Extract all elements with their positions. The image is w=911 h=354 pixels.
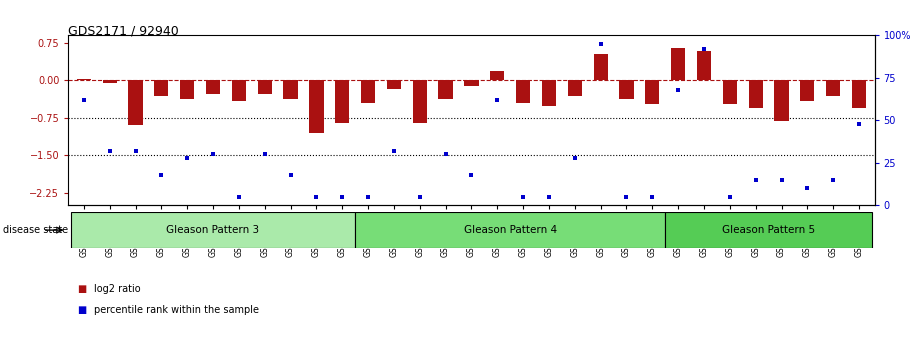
Text: ■: ■ <box>77 284 87 294</box>
Point <box>309 194 323 200</box>
Bar <box>310 80 323 133</box>
Point <box>490 97 505 103</box>
Text: Gleason Pattern 4: Gleason Pattern 4 <box>464 225 557 235</box>
Point <box>464 172 479 178</box>
Point <box>231 194 246 200</box>
Bar <box>154 80 169 96</box>
Text: Gleason Pattern 3: Gleason Pattern 3 <box>167 225 260 235</box>
Bar <box>800 80 814 101</box>
Bar <box>180 80 194 99</box>
Bar <box>77 79 91 80</box>
Bar <box>71 212 355 248</box>
Bar <box>465 80 478 86</box>
Point <box>697 46 711 52</box>
Point <box>258 152 272 157</box>
Point <box>774 177 789 183</box>
Point <box>77 97 91 103</box>
Bar <box>438 80 453 99</box>
Point <box>542 194 557 200</box>
Point <box>568 155 582 161</box>
Bar <box>568 80 582 96</box>
Bar <box>206 80 220 95</box>
Bar <box>619 80 633 99</box>
Bar <box>826 80 840 96</box>
Bar <box>128 80 143 125</box>
Bar <box>671 48 685 80</box>
Bar <box>335 80 349 123</box>
Bar <box>387 80 401 89</box>
Point <box>670 87 685 93</box>
Bar <box>665 212 872 248</box>
Text: GDS2171 / 92940: GDS2171 / 92940 <box>68 25 179 38</box>
Point <box>438 152 453 157</box>
Point <box>283 172 298 178</box>
Point <box>800 185 814 191</box>
Bar <box>722 80 737 104</box>
Point <box>413 194 427 200</box>
Text: ■: ■ <box>77 305 87 315</box>
Bar <box>774 80 789 121</box>
Point <box>128 148 143 154</box>
Bar <box>645 80 660 104</box>
Point <box>852 121 866 127</box>
Point <box>361 194 375 200</box>
Bar <box>283 80 298 99</box>
Point <box>619 194 634 200</box>
Point <box>645 194 660 200</box>
Point <box>516 194 530 200</box>
Text: Gleason Pattern 5: Gleason Pattern 5 <box>722 225 815 235</box>
Point <box>386 148 401 154</box>
Text: percentile rank within the sample: percentile rank within the sample <box>94 305 259 315</box>
Bar <box>490 72 505 80</box>
Point <box>154 172 169 178</box>
Point <box>826 177 841 183</box>
Point <box>179 155 194 161</box>
Text: disease state: disease state <box>3 225 67 235</box>
Bar <box>516 80 530 103</box>
Bar <box>355 212 665 248</box>
Bar <box>542 80 556 106</box>
Bar <box>231 80 246 101</box>
Bar <box>361 80 375 103</box>
Point <box>593 41 608 47</box>
Bar <box>749 80 763 108</box>
Bar <box>103 80 117 84</box>
Point <box>102 148 117 154</box>
Bar <box>852 80 866 108</box>
Text: log2 ratio: log2 ratio <box>94 284 140 294</box>
Bar <box>697 51 711 80</box>
Bar <box>413 80 427 123</box>
Bar <box>594 55 608 80</box>
Point <box>206 152 220 157</box>
Bar <box>258 80 271 95</box>
Point <box>749 177 763 183</box>
Point <box>722 194 737 200</box>
Point <box>335 194 350 200</box>
